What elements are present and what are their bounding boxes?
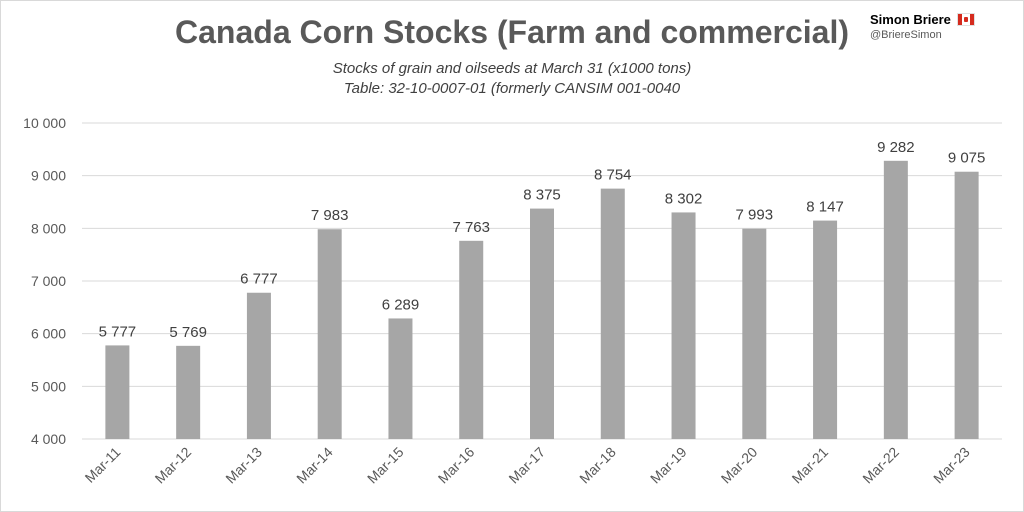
author-name: Simon Briere [870, 12, 951, 27]
data-label: 9 075 [948, 150, 986, 167]
chart-source-note: Table: 32-10-0007-01 (formerly CANSIM 00… [343, 80, 681, 97]
data-label: 8 754 [594, 167, 632, 184]
data-label: 9 282 [877, 139, 915, 156]
data-label: 8 147 [806, 199, 844, 216]
x-tick-label: Mar-21 [789, 444, 832, 487]
x-tick-label: Mar-20 [718, 444, 761, 487]
bar [600, 188, 625, 439]
bar [742, 228, 767, 439]
bar [459, 240, 484, 439]
bar [105, 345, 130, 439]
data-label: 5 769 [169, 324, 207, 341]
x-tick-label: Mar-16 [435, 444, 478, 487]
y-tick-label: 9 000 [31, 168, 66, 184]
y-tick-label: 10 000 [23, 115, 66, 131]
bar [671, 212, 696, 439]
author-handle: @BriereSimon [870, 29, 942, 41]
y-tick-label: 7 000 [31, 273, 66, 289]
data-label: 7 763 [452, 219, 490, 236]
x-tick-label: Mar-17 [505, 444, 548, 487]
bar [246, 292, 271, 439]
y-tick-label: 6 000 [31, 326, 66, 342]
x-tick-label: Mar-12 [152, 444, 195, 487]
y-tick-label: 8 000 [31, 220, 66, 236]
chart-title: Canada Corn Stocks (Farm and commercial) [175, 14, 849, 50]
y-tick-label: 5 000 [31, 378, 66, 394]
x-tick-label: Mar-14 [293, 444, 336, 487]
data-label: 8 375 [523, 187, 561, 204]
bar [954, 171, 979, 439]
x-tick-label: Mar-13 [222, 444, 265, 487]
y-tick-label: 4 000 [31, 431, 66, 447]
chart-subtitle: Stocks of grain and oilseeds at March 31… [332, 60, 692, 77]
x-tick-label: Mar-18 [576, 444, 619, 487]
data-label: 5 777 [99, 323, 137, 340]
x-tick-label: Mar-19 [647, 444, 690, 487]
bar [388, 318, 413, 439]
author-brand: Simon Briere @BriereSimon [870, 12, 1010, 41]
x-tick-label: Mar-11 [82, 444, 124, 486]
bar [317, 229, 342, 439]
data-label: 6 777 [240, 271, 278, 288]
data-label: 8 302 [665, 190, 703, 207]
data-label: 7 983 [311, 207, 349, 224]
bar [813, 220, 838, 439]
x-tick-label: Mar-23 [930, 444, 973, 487]
canada-flag-icon [956, 13, 975, 26]
bar [883, 160, 908, 439]
x-tick-label: Mar-22 [859, 444, 902, 487]
bar [530, 208, 554, 439]
bar [176, 345, 201, 439]
data-label: 7 993 [736, 207, 774, 224]
x-tick-label: Mar-15 [364, 444, 407, 487]
data-label: 6 289 [382, 296, 420, 313]
